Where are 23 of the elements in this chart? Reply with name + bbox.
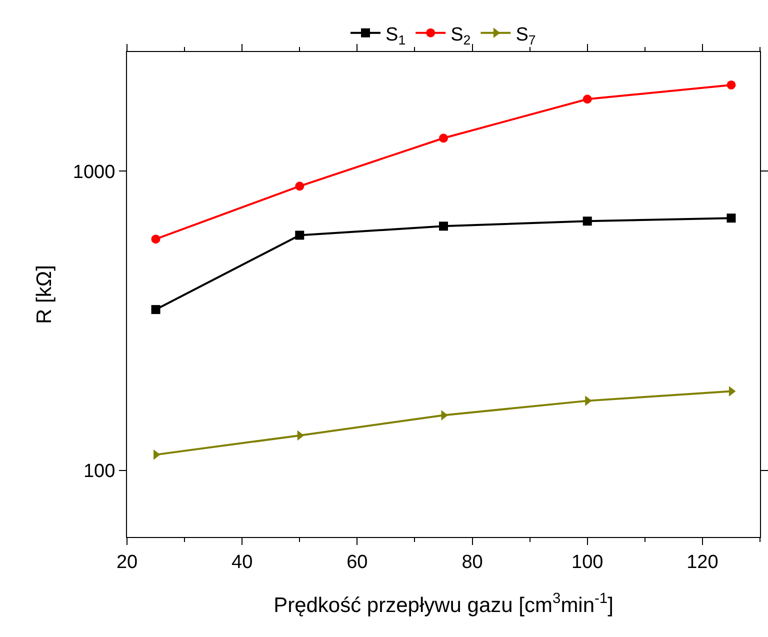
legend-label: S$_{2}$ <box>450 24 471 48</box>
point <box>151 234 160 244</box>
point <box>151 305 160 314</box>
x-tick-label: 120 <box>686 552 718 573</box>
point <box>295 230 304 240</box>
point <box>728 386 736 396</box>
point <box>295 182 304 191</box>
y-tick-label: 1000 <box>72 162 116 183</box>
point <box>439 134 448 143</box>
point <box>726 214 736 223</box>
x-tick-label: 100 <box>572 552 604 573</box>
point <box>439 222 448 231</box>
y-axis-title: R [kΩ] <box>33 265 56 324</box>
x-tick-label: 80 <box>462 552 483 573</box>
x-tick-label: 20 <box>116 552 138 573</box>
point <box>582 216 592 226</box>
x-tick-label: 40 <box>232 552 253 573</box>
x-tick-label: 60 <box>346 552 368 573</box>
point <box>726 80 736 90</box>
x-axis-title: Prędkość przepływu gazu [cm$^{3}$min$^{-1}$] <box>274 591 614 617</box>
legend-label: S$_{1}$ <box>386 24 406 48</box>
legend-label: S$_{7}$ <box>516 24 536 48</box>
point <box>582 94 592 104</box>
